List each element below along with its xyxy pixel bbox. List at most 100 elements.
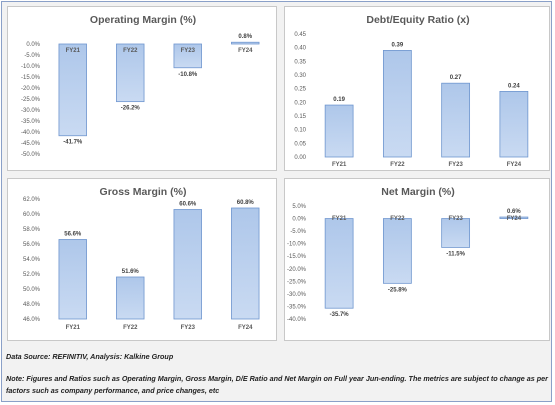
data-label: 0.24 xyxy=(508,83,520,89)
bar-fy24 xyxy=(231,207,260,320)
bar-fy24 xyxy=(499,91,529,158)
debt-equity-chart: Debt/Equity Ratio (x) 0.45 0.40 0.35 0.30 0.2… xyxy=(284,6,550,171)
chart-title: Debt/Equity Ratio (x) xyxy=(366,14,469,26)
chart-title: Net Margin (%) xyxy=(381,186,455,198)
x-category-label: FY23 xyxy=(448,162,463,168)
y-tick-label: 48.0% xyxy=(23,302,41,308)
y-tick-label: 50.0% xyxy=(23,287,41,293)
x-category-label: FY24 xyxy=(507,162,522,168)
y-tick-label: -40.0% xyxy=(21,130,41,136)
bar-fy24 xyxy=(231,41,260,45)
bar-fy22 xyxy=(382,50,412,158)
data-label: 0.27 xyxy=(450,75,462,81)
y-tick-label: 0.30 xyxy=(294,73,306,79)
y-tick-label: 0.0% xyxy=(292,217,306,223)
data-label: 56.6% xyxy=(64,232,82,238)
y-tick-label: 0.25 xyxy=(294,87,306,93)
bar-fy21 xyxy=(324,104,354,158)
y-tick-label: 0.35 xyxy=(294,59,306,65)
y-tick-label: 0.40 xyxy=(294,46,306,52)
bar-fy21 xyxy=(324,218,354,309)
bar-fy23 xyxy=(441,218,471,248)
x-category-label: FY23 xyxy=(181,325,196,331)
data-label: 0.39 xyxy=(392,42,404,48)
y-tick-label: -35.0% xyxy=(21,119,41,125)
operating-margin-svg: Operating Margin (%) 0.0% -5.0% -10.0% -15.0… xyxy=(21,14,260,158)
data-label: 0.6% xyxy=(507,209,521,215)
y-tick-label: -10.0% xyxy=(287,242,307,248)
bar-fy23 xyxy=(173,209,202,320)
debt-equity-svg: Debt/Equity Ratio (x) 0.45 0.40 0.35 0.30 0.2… xyxy=(294,14,529,168)
y-tick-label: 54.0% xyxy=(23,257,41,263)
x-category-label: FY23 xyxy=(181,48,196,54)
x-category-label: FY22 xyxy=(123,325,138,331)
y-tick-label: 60.0% xyxy=(23,212,41,218)
y-tick-label: -50.0% xyxy=(21,152,41,158)
y-tick-label: 0.20 xyxy=(294,100,306,106)
data-label: 60.6% xyxy=(179,202,197,208)
x-category-label: FY21 xyxy=(332,162,347,168)
chart-title: Operating Margin (%) xyxy=(90,14,196,26)
data-label: 51.6% xyxy=(122,269,140,275)
y-tick-label: 58.0% xyxy=(23,227,41,233)
operating-margin-chart: Operating Margin (%) 0.0% -5.0% -10.0% -15.0… xyxy=(7,6,277,171)
bar-fy22 xyxy=(382,218,412,284)
data-label: -35.7% xyxy=(330,312,350,318)
data-label: -26.2% xyxy=(121,106,141,112)
y-tick-label: 0.05 xyxy=(294,141,306,147)
data-label: 0.8% xyxy=(238,34,252,40)
x-category-label: FY23 xyxy=(448,216,463,222)
x-category-label: FY22 xyxy=(123,48,138,54)
x-category-label: FY24 xyxy=(238,48,253,54)
data-label: 60.8% xyxy=(237,200,255,206)
data-label: -11.5% xyxy=(446,251,465,257)
y-tick-label: 62.0% xyxy=(23,197,41,203)
y-tick-label: -20.0% xyxy=(21,86,41,92)
bar-fy24 xyxy=(499,216,529,219)
bar-fy23 xyxy=(173,43,202,69)
net-margin-svg: Net Margin (%) 5.0% 0.0% -5.0% -10.0% -15.0% -… xyxy=(287,186,529,323)
y-tick-label: 0.15 xyxy=(294,114,306,120)
y-tick-label: -5.0% xyxy=(24,53,40,59)
y-tick-label: -30.0% xyxy=(287,292,307,298)
x-category-label: FY24 xyxy=(507,216,522,222)
y-tick-label: -10.0% xyxy=(21,64,41,70)
y-tick-label: -30.0% xyxy=(21,108,41,114)
bar-fy22 xyxy=(116,43,145,103)
bar-fy23 xyxy=(441,82,471,158)
y-tick-label: -20.0% xyxy=(287,267,307,273)
x-category-label: FY21 xyxy=(66,48,81,54)
gross-margin-chart: Gross Margin (%) 62.0% 60.0% 58.0% 56.0% 54.0… xyxy=(7,178,277,341)
x-category-label: FY21 xyxy=(332,216,347,222)
y-tick-label: -25.0% xyxy=(21,97,41,103)
data-label: -41.7% xyxy=(63,140,83,146)
y-tick-label: -15.0% xyxy=(21,75,41,81)
y-tick-label: -25.0% xyxy=(287,279,307,285)
net-margin-chart: Net Margin (%) 5.0% 0.0% -5.0% -10.0% -15.0% -… xyxy=(284,178,550,341)
y-tick-label: -5.0% xyxy=(290,229,306,235)
bar-fy21 xyxy=(58,239,87,320)
x-category-label: FY22 xyxy=(390,162,405,168)
x-category-label: FY22 xyxy=(390,216,405,222)
data-label: 0.19 xyxy=(333,97,345,103)
bar-fy21 xyxy=(58,43,87,137)
y-tick-label: -35.0% xyxy=(287,304,307,310)
gross-margin-svg: Gross Margin (%) 62.0% 60.0% 58.0% 56.0% 54.0… xyxy=(23,186,260,331)
y-tick-label: 0.00 xyxy=(294,155,306,161)
y-tick-label: 0.0% xyxy=(26,42,40,48)
y-tick-label: 0.45 xyxy=(294,32,306,38)
x-category-label: FY21 xyxy=(66,325,81,331)
x-category-label: FY24 xyxy=(238,325,253,331)
y-tick-label: -40.0% xyxy=(287,317,307,323)
y-tick-label: 5.0% xyxy=(292,204,306,210)
note-text: Note: Figures and Ratios such as Operati… xyxy=(6,374,548,395)
y-tick-label: 56.0% xyxy=(23,242,41,248)
data-label: -25.8% xyxy=(388,287,408,293)
y-tick-label: -15.0% xyxy=(287,254,307,260)
y-tick-label: 0.10 xyxy=(294,128,306,134)
y-tick-label: -45.0% xyxy=(21,141,41,147)
y-tick-label: 52.0% xyxy=(23,272,41,278)
bar-fy22 xyxy=(116,276,145,320)
data-source-text: Data Source: REFINITIV, Analysis: Kalkin… xyxy=(6,352,174,361)
